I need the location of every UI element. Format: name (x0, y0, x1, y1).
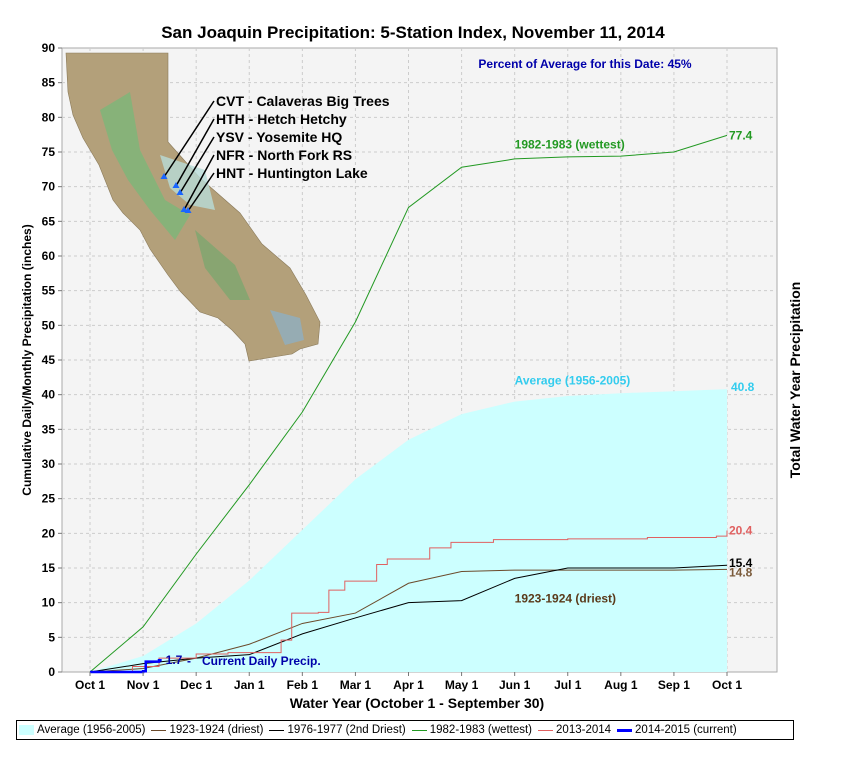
x-tick-label: Jan 1 (234, 678, 265, 692)
station-marker-icon (172, 182, 180, 188)
station-label: HTH - Hetch Hetchy (216, 111, 347, 127)
percent-of-average: Percent of Average for this Date: 45% (478, 57, 692, 71)
y-tick-label: 65 (42, 214, 56, 228)
legend-label: 1976-1977 (2nd Driest) (287, 724, 406, 736)
right-axis-label: Total Water Year Precipitation (787, 282, 803, 479)
legend-swatch (617, 728, 633, 732)
x-tick-label: Oct 1 (75, 678, 105, 692)
station-label: CVT - Calaveras Big Trees (216, 93, 390, 109)
series-average-1956-2005-end-label: 40.8 (731, 380, 755, 394)
legend-item: 1982-1983 (wettest) (410, 724, 536, 736)
series-1982-1983-wettest-end-label: 77.4 (729, 128, 753, 142)
station-leader-line (187, 172, 215, 212)
x-tick-label: Dec 1 (180, 678, 212, 692)
x-axis-label: Water Year (October 1 - September 30) (290, 695, 544, 711)
legend-label: 1923-1924 (driest) (169, 724, 264, 736)
series-2014-2015-current-annotation: Current Daily Precip. (202, 654, 321, 668)
y-tick-label: 25 (42, 492, 56, 506)
series-1923-1924-driest-annotation: 1923-1924 (driest) (515, 592, 616, 606)
legend-item: 1923-1924 (driest) (149, 724, 267, 736)
series-2013-2014-line (90, 530, 728, 673)
legend-item: 1976-1977 (2nd Driest) (267, 724, 409, 736)
x-tick-label: Nov 1 (127, 678, 160, 692)
legend-label: 1982-1983 (wettest) (429, 724, 533, 736)
tulare-shading (195, 230, 250, 300)
basin-highlight (160, 155, 215, 210)
legend-item: 2013-2014 (536, 724, 615, 736)
legend-item: 2014-2015 (current) (615, 724, 741, 736)
y-tick-label: 55 (42, 284, 56, 298)
axes: 0 5 10 15 20 25 30 35 40 45 50 55 60 65 70 75 80 85 90 Oct … (42, 41, 743, 692)
station-marker-icon (176, 189, 184, 195)
salton-shading (270, 310, 304, 345)
station-marker-icon (184, 207, 192, 213)
station-label: NFR - North Fork RS (216, 147, 352, 163)
california-map: CVT - Calaveras Big Trees HTH - Hetch Het… (65, 52, 390, 362)
series-2013-2014-end-label: 20.4 (729, 524, 753, 538)
y-tick-label: 70 (42, 180, 56, 194)
y-tick-label: 45 (42, 353, 56, 367)
station-leader-line (179, 136, 215, 194)
station-leader-line (183, 154, 215, 211)
legend-swatch (151, 729, 167, 731)
y-tick-label: 40 (42, 388, 56, 402)
y-tick-label: 10 (42, 596, 56, 610)
y-tick-label: 0 (48, 665, 55, 679)
x-tick-label: Aug 1 (604, 678, 638, 692)
y-tick-label: 90 (42, 41, 56, 55)
legend: Average (1956-2005) 1923-1924 (driest) 197… (16, 720, 794, 740)
central-valley-shading (100, 92, 190, 240)
series-1976-1977-2nd-driest-end-label: 15.4 (729, 556, 753, 570)
series-2014-2015-current-line (90, 658, 162, 674)
y-tick-label: 80 (42, 110, 56, 124)
series-1923-1924-driest-end-label: 14.8 (729, 565, 753, 579)
chart-title: San Joaquin Precipitation: 5-Station Ind… (161, 23, 665, 42)
legend-swatch (411, 729, 427, 731)
station-label: YSV - Yosemite HQ (216, 129, 342, 145)
y-tick-label: 15 (42, 561, 56, 575)
x-tick-label: Sep 1 (658, 678, 690, 692)
y-tick-label: 20 (42, 526, 56, 540)
y-tick-label: 50 (42, 318, 56, 332)
series-average-1956-2005-area (90, 389, 727, 672)
legend-item: Average (1956-2005) (17, 724, 149, 736)
x-tick-label: May 1 (445, 678, 479, 692)
x-tick-label: Apr 1 (393, 678, 424, 692)
current-label-dash: - (187, 654, 191, 668)
x-tick-label: Feb 1 (287, 678, 319, 692)
series-average-1956-2005-annotation: Average (1956-2005) (515, 373, 631, 387)
legend-swatch (269, 729, 285, 731)
series-1982-1983-wettest-annotation: 1982-1983 (wettest) (515, 138, 625, 152)
y-axis-label: Cumulative Daily/Monthly Precipitation (… (20, 224, 34, 495)
y-tick-label: 75 (42, 145, 56, 159)
y-tick-label: 60 (42, 249, 56, 263)
x-tick-label: Mar 1 (340, 678, 372, 692)
y-tick-label: 5 (48, 630, 55, 644)
station-leader-line (163, 100, 215, 178)
legend-swatch (19, 725, 34, 735)
x-tick-label: Jun 1 (499, 678, 531, 692)
station-label: HNT - Huntington Lake (216, 165, 368, 181)
legend-label: Average (1956-2005) (37, 724, 146, 736)
x-tick-label: Oct 1 (712, 678, 742, 692)
y-tick-label: 35 (42, 422, 56, 436)
legend-swatch (538, 729, 554, 731)
station-marker-icon (160, 173, 168, 179)
legend-label: 2013-2014 (556, 724, 612, 736)
legend-label: 2014-2015 (current) (635, 724, 737, 736)
station-marker-icon (180, 206, 188, 212)
series-2014-2015-current-end-label: 1.7 (166, 653, 183, 667)
x-tick-label: Jul 1 (554, 678, 582, 692)
series-layer: 40.8 Average (1956-2005) 14.8 1923-1924 (dr… (89, 128, 755, 674)
y-tick-label: 85 (42, 76, 56, 90)
station-leader-line (175, 118, 215, 187)
y-tick-label: 30 (42, 457, 56, 471)
